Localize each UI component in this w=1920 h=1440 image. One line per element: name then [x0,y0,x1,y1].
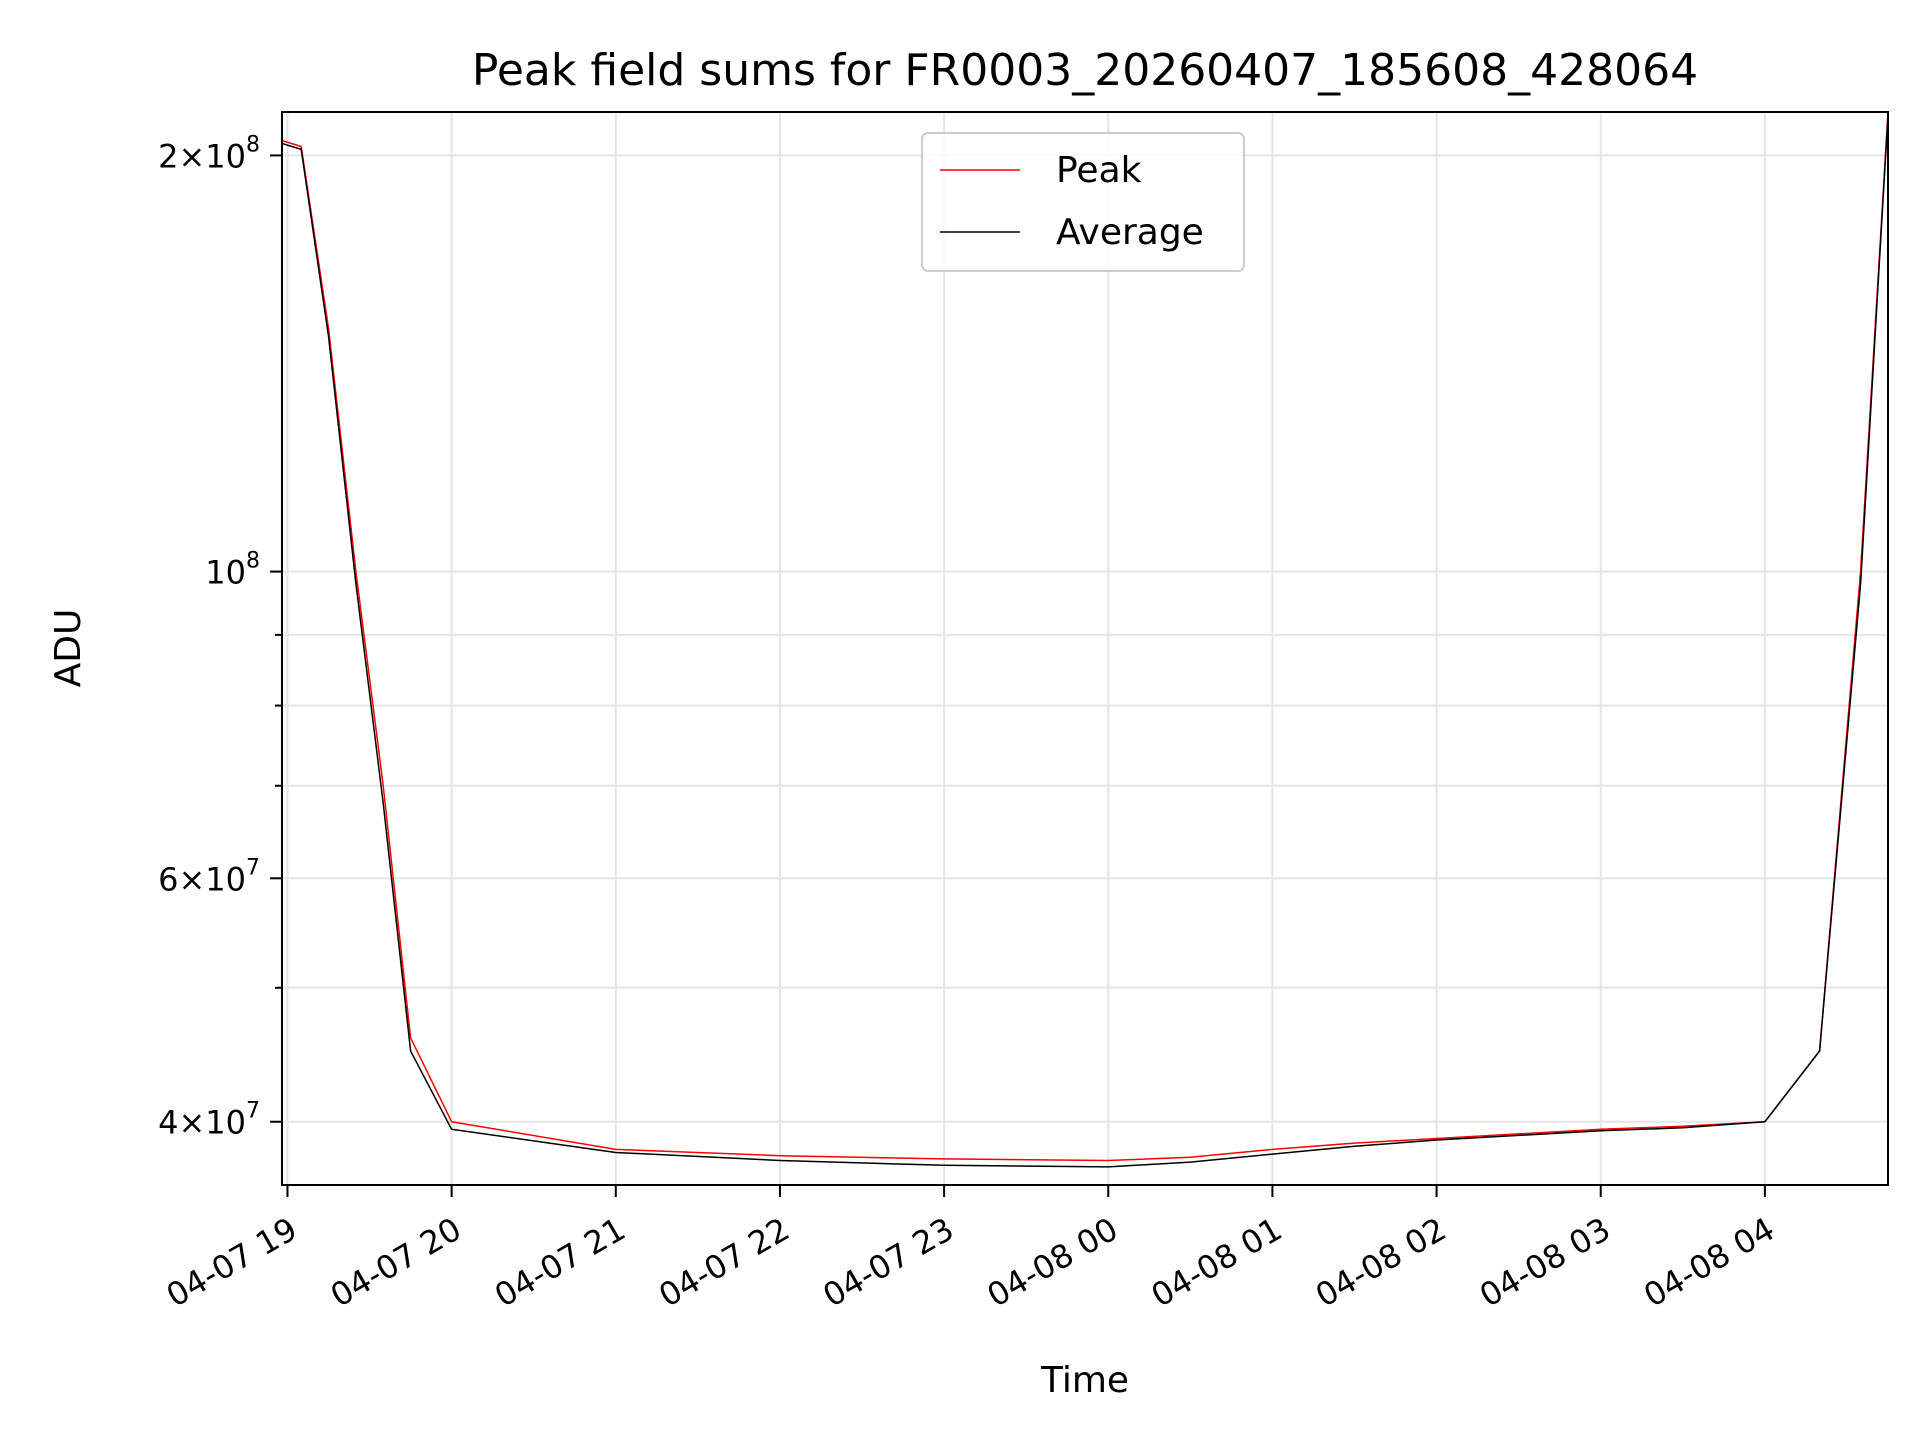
x-tick-label: 04-07 22 [652,1210,796,1315]
series-layer [282,112,1888,1168]
plot-frame [281,111,1889,1186]
y-tick-label: 2×108 [158,132,260,175]
series-line-average [282,114,1888,1168]
y-tick-label: 6×107 [158,855,260,898]
chart-title: Peak field sums for FR0003_20260407_1856… [472,45,1698,96]
x-tick-label: 04-07 23 [816,1210,960,1315]
legend-label-peak: Peak [1056,150,1142,191]
x-tick-label: 04-08 04 [1637,1210,1781,1315]
tick-layer: 04-07 19 04-07 20 04-07 21 04-07 22 04-07 23… [158,132,1781,1314]
x-tick-label: 04-07 20 [324,1210,468,1315]
x-tick-label: 04-07 19 [160,1210,304,1315]
y-axis-label: ADU [48,609,89,688]
x-tick-label: 04-08 01 [1145,1210,1289,1315]
legend-label-average: Average [1056,212,1204,253]
x-tick-label: 04-08 02 [1309,1210,1453,1315]
x-axis-label: Time [1040,1360,1129,1401]
y-tick-label: 108 [205,549,260,592]
legend-box [921,132,1245,272]
x-tick-label: 04-07 21 [488,1210,632,1315]
legend: Peak Average [921,132,1245,272]
x-tick-label: 04-08 03 [1473,1210,1617,1315]
x-tick-label: 04-08 00 [981,1210,1125,1315]
y-tick-label: 4×107 [158,1099,260,1142]
grid-layer [282,112,1888,1185]
